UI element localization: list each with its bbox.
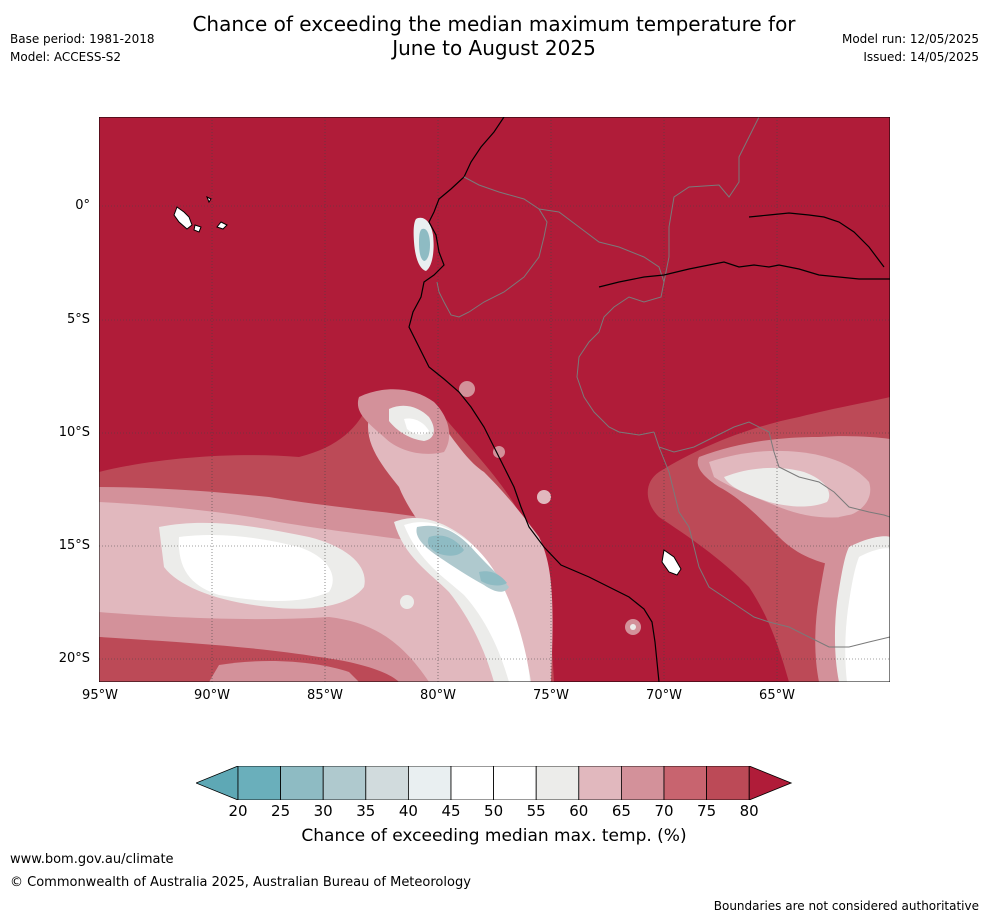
colorbar-tick-35: 35 — [356, 802, 376, 820]
colorbar-label: Chance of exceeding median max. temp. (%… — [301, 826, 687, 846]
lon-label-70w: 70°W — [646, 688, 682, 703]
colorbar-tick-80: 80 — [739, 802, 759, 820]
title-line-2: June to August 2025 — [392, 36, 596, 60]
title-line-1: Chance of exceeding the median maximum t… — [192, 12, 796, 36]
colorbar-tick-50: 50 — [484, 802, 504, 820]
speckle-3 — [537, 490, 551, 504]
colorbar-segment-35-40 — [365, 766, 409, 800]
colorbar-segment-60-65 — [578, 766, 622, 800]
footer-note: Boundaries are not considered authoritat… — [713, 899, 979, 913]
colorbar-tick-65: 65 — [611, 802, 631, 820]
lon-label-75w: 75°W — [533, 688, 569, 703]
colorbar-segment-70-75 — [663, 766, 707, 800]
speckle-1 — [459, 381, 475, 397]
colorbar-segment-30-35 — [322, 766, 367, 800]
colorbar-segment-20-25 — [237, 766, 281, 800]
meta-left: Base period: 1981-2018 Model: ACCESS-S2 — [10, 30, 155, 66]
lon-label-95w: 95°W — [82, 688, 118, 703]
colorbar-tick-25: 25 — [271, 802, 291, 820]
colorbar-segment-45-50 — [450, 766, 494, 800]
colorbar-tick-55: 55 — [526, 802, 546, 820]
river-negro — [748, 212, 885, 268]
footer-copyright: © Commonwealth of Australia 2025, Austra… — [10, 875, 471, 890]
region-peru-coast-25 — [427, 535, 464, 556]
colorbar-segment-55-60 — [535, 766, 580, 800]
colorbar-tick-45: 45 — [441, 802, 461, 820]
lake-titicaca — [661, 549, 682, 576]
region-sw-ocean-50 — [178, 535, 333, 601]
river-amazon — [598, 261, 890, 288]
region-peru-coast-25b — [479, 571, 507, 586]
speckle-2 — [493, 446, 505, 458]
chart-title: Chance of exceeding the median maximum t… — [0, 12, 988, 60]
colorbar-extend-high — [748, 766, 793, 800]
lon-label-90w: 90°W — [194, 688, 230, 703]
speckle-4b — [630, 624, 636, 630]
lat-label-0: 0° — [75, 198, 90, 213]
colorbar-tick-75: 75 — [697, 802, 717, 820]
colorbar-tick-40: 40 — [398, 802, 418, 820]
model-run: Model run: 12/05/2025 — [841, 32, 979, 46]
country-borders — [436, 117, 890, 648]
colorbar-segment-50-55 — [493, 766, 537, 800]
lat-label-15s: 15°S — [58, 538, 90, 553]
region-peru-coast-50 — [404, 522, 530, 682]
colorbar-segment-40-45 — [407, 766, 452, 800]
coastline — [408, 117, 660, 682]
colorbar — [196, 766, 793, 800]
gridlines — [99, 117, 890, 682]
lat-label-10s: 10°S — [58, 425, 90, 440]
region-equator-coast-30 — [419, 228, 430, 261]
region-se-50 — [845, 548, 890, 682]
colorbar-segment-75-80 — [706, 766, 750, 800]
region-galapagos-south-50 — [404, 418, 429, 435]
speckle-5 — [400, 595, 414, 609]
forecast-map — [99, 117, 890, 682]
lat-label-5s: 5°S — [66, 312, 90, 327]
colorbar-tick-30: 30 — [313, 802, 333, 820]
lon-label-65w: 65°W — [759, 688, 795, 703]
meta-right: Model run: 12/05/2025 Issued: 14/05/2025 — [842, 30, 979, 66]
footer-url: www.bom.gov.au/climate — [10, 852, 174, 867]
base-period: Base period: 1981-2018 — [10, 32, 155, 46]
lon-label-80w: 80°W — [420, 688, 456, 703]
colorbar-tick-20: 20 — [228, 802, 248, 820]
model-name: Model: ACCESS-S2 — [10, 50, 122, 64]
issued-date: Issued: 14/05/2025 — [863, 50, 979, 64]
lon-label-85w: 85°W — [307, 688, 343, 703]
colorbar-extend-low — [196, 766, 239, 800]
lat-label-20s: 20°S — [58, 651, 90, 666]
galapagos-islands — [173, 195, 228, 233]
colorbar-segment-65-70 — [620, 766, 665, 800]
colorbar-segment-25-30 — [280, 766, 324, 800]
region-bottom-left-70 — [209, 661, 359, 682]
colorbar-tick-70: 70 — [654, 802, 674, 820]
colorbar-tick-60: 60 — [569, 802, 589, 820]
